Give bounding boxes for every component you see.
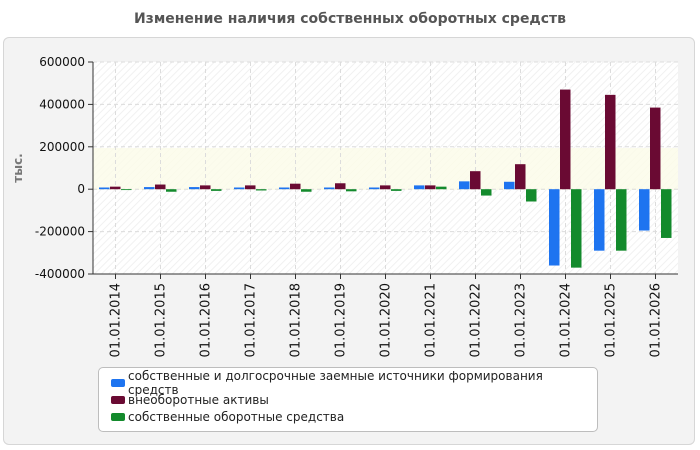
bar-s2-01.01.2017 [245,185,256,190]
y-tick-label: 600000 [39,55,85,69]
bar-s3-01.01.2020 [391,189,402,191]
y-tick-label: 200000 [39,140,85,154]
x-tick-label: 01.01.2017 [244,283,259,357]
x-tick-label: 01.01.2015 [154,283,169,357]
legend: собственные и долгосрочные заемные источ… [98,367,598,432]
x-tick-label: 01.01.2025 [604,283,619,357]
x-tick-label: 01.01.2020 [379,283,394,357]
bar-s1-01.01.2021 [414,185,425,190]
bar-s2-01.01.2026 [650,107,661,190]
bar-s3-01.01.2024 [571,189,582,268]
chart-title: Изменение наличия собственных оборотных … [133,11,567,27]
legend-item-s3: собственные оборотные средства [111,408,597,425]
x-tick-label: 01.01.2018 [289,283,304,357]
bar-s2-01.01.2019 [335,183,346,190]
bar-s2-01.01.2018 [290,183,301,190]
y-tick-label: 400000 [39,97,85,111]
bar-s3-01.01.2025 [616,189,627,251]
legend-swatch-s1 [111,378,125,387]
bar-s1-01.01.2016 [189,187,200,190]
y-tick-label: 0 [77,182,85,196]
bar-s1-01.01.2020 [369,187,380,190]
legend-swatch-s3 [111,412,125,421]
bar-s3-01.01.2023 [526,189,537,202]
bar-s3-01.01.2022 [481,189,492,196]
bar-s2-01.01.2025 [605,94,616,190]
x-tick-label: 01.01.2026 [649,283,664,357]
x-tick-label: 01.01.2019 [334,283,349,357]
bar-s2-01.01.2024 [560,89,571,190]
legend-label-s1: собственные и долгосрочные заемные источ… [128,368,543,397]
bars-group [99,89,672,268]
bar-s1-01.01.2026 [639,189,650,231]
bar-s3-01.01.2019 [346,189,357,192]
bar-s1-01.01.2017 [234,187,245,190]
x-tick-label: 01.01.2014 [109,283,124,357]
bar-s2-01.01.2014 [110,186,121,190]
legend-item-s2: внеоборотные активы [111,391,597,408]
legend-label-s2: внеоборотные активы [128,392,269,407]
bar-s1-01.01.2018 [279,187,290,190]
x-tick-label: 01.01.2023 [514,283,529,357]
y-tick-label: -200000 [35,225,85,239]
bar-s1-01.01.2015 [144,187,155,190]
bar-s3-01.01.2018 [301,189,312,192]
bar-s3-01.01.2026 [661,189,672,238]
bar-s3-01.01.2015 [166,189,177,192]
x-tick-label: 01.01.2022 [469,283,484,357]
x-tick-label: 01.01.2021 [424,283,439,357]
legend-label-s3: собственные оборотные средства [128,409,345,424]
bar-s1-01.01.2014 [99,187,110,190]
y-axis-label: тыс. [11,153,25,182]
bar-s2-01.01.2015 [155,184,166,190]
bar-s2-01.01.2021 [425,185,436,190]
bar-s1-01.01.2019 [324,187,335,190]
bar-s3-01.01.2016 [211,189,222,191]
bar-s3-01.01.2021 [436,186,447,190]
bar-s3-01.01.2014 [121,189,132,191]
bar-s2-01.01.2022 [470,171,481,190]
x-tick-label: 01.01.2024 [559,283,574,357]
y-tick-label: -400000 [35,267,85,281]
bar-s1-01.01.2023 [504,181,515,190]
bar-s1-01.01.2024 [549,189,560,266]
bar-s2-01.01.2023 [515,164,526,190]
legend-swatch-s2 [111,395,125,404]
bar-s2-01.01.2020 [380,185,391,190]
axes-group: 600000 400000 200000 0 -200000 -400000 01.01.2… [35,55,678,357]
bar-s1-01.01.2022 [459,181,470,190]
x-tick-label: 01.01.2016 [199,283,214,357]
legend-item-s1: собственные и долгосрочные заемные источ… [111,369,597,397]
bar-s3-01.01.2017 [256,189,267,191]
bar-s2-01.01.2016 [200,185,211,190]
bar-s1-01.01.2025 [594,189,605,251]
